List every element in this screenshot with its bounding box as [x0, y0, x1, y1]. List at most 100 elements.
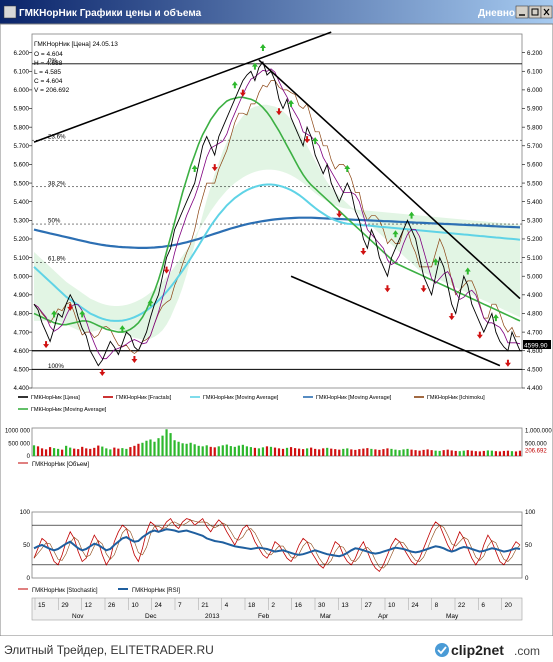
volume-ytick-label-left: 1000 000: [5, 429, 31, 435]
volume-bar: [65, 445, 68, 456]
volume-ytick-label-right: 500.000: [525, 441, 547, 447]
fib-level-label: 100%: [48, 363, 64, 370]
fractal-up-arrow: [147, 299, 154, 307]
price-ytick-label-left: 4.700: [14, 329, 30, 336]
volume-bar: [269, 446, 273, 456]
month-label: Dec: [145, 613, 157, 620]
oscillator-panel: 100 100 50 50 0 0: [20, 509, 536, 582]
volume-current-tag: [523, 446, 549, 455]
volume-bar: [482, 450, 485, 456]
fractal-down-arrow: [43, 341, 50, 349]
date-tick-label: 26: [108, 602, 116, 609]
close-icon: [543, 8, 550, 16]
price-ytick-label-right: 5.600: [527, 162, 543, 169]
volume-bar: [193, 444, 196, 456]
clip2net-brand: clip2net: [451, 642, 504, 658]
trendline: [33, 31, 332, 143]
volume-bar: [354, 449, 357, 456]
volume-bar: [386, 448, 389, 456]
volume-bar: [277, 448, 281, 456]
price-ytick-label-left: 5.400: [14, 199, 30, 206]
fractal-up-arrow: [191, 165, 198, 173]
volume-bar: [173, 440, 176, 456]
volume-bar: [470, 450, 473, 456]
volume-bar: [133, 445, 136, 456]
close-button[interactable]: [540, 5, 553, 19]
volume-bar: [137, 443, 140, 456]
volume-panel: 1.000.000 500.000 1000 000 500 000 0 206.692: [5, 427, 552, 460]
volume-bar: [89, 448, 92, 456]
date-axis-bar: [31, 597, 523, 621]
legend-label: ГМКНорНик [Moving Average]: [316, 395, 392, 401]
volume-bar: [129, 447, 132, 456]
volume-bar: [474, 451, 477, 456]
ichimoku-line: [33, 80, 520, 354]
price-ytick-label-left: 5.100: [14, 255, 30, 262]
fractal-up-arrow: [408, 211, 415, 219]
month-label: May: [446, 613, 459, 620]
volume-bar: [105, 448, 108, 456]
fractal-up-arrow: [344, 165, 351, 173]
date-tick-label: 29: [61, 602, 69, 609]
volume-bar: [510, 451, 514, 456]
volume-bar: [165, 429, 168, 456]
volume-bar: [237, 445, 240, 456]
fractal-up-arrow: [231, 81, 238, 89]
volume-bar: [366, 448, 369, 456]
volume-bar: [410, 449, 413, 456]
minimize-button[interactable]: [515, 5, 529, 19]
volume-bar: [169, 433, 172, 456]
fractal-up-arrow: [288, 99, 295, 107]
volume-ytick-label-left: 500 000: [8, 441, 30, 447]
price-ytick-label-right: 4.900: [527, 292, 543, 299]
volume-bar: [209, 446, 212, 456]
volume-bar: [406, 448, 409, 456]
volume-bar: [414, 450, 417, 456]
month-label: Nov: [72, 613, 84, 620]
volume-legend: ГМКНорНик [Объем]: [18, 462, 89, 468]
stochastic-signal-line: [33, 519, 521, 569]
period-label: Дневной: [478, 8, 521, 19]
volume-bar: [197, 445, 200, 456]
volume-bar: [442, 450, 445, 456]
price-high: H = 4.688: [34, 60, 63, 67]
maximize-button[interactable]: [528, 5, 542, 19]
volume-bar: [382, 449, 385, 456]
price-ytick-label-right: 5.100: [527, 255, 543, 262]
price-info-box: ГМКНорНик [Цена] 24.05.13 O = 4.604 H = …: [34, 41, 118, 94]
oscillator-plot-area: [31, 511, 523, 579]
fractal-up-arrow: [79, 310, 86, 318]
date-tick-label: 10: [131, 602, 139, 609]
volume-bar: [318, 449, 321, 456]
fib-level-label: 23.6%: [48, 134, 66, 141]
date-tick-label: 4: [225, 602, 229, 609]
fractal-down-arrow: [67, 303, 74, 311]
fractal-up-arrow: [259, 43, 266, 51]
price-ytick-label-right: 5.700: [527, 143, 543, 150]
date-tick-label: 12: [85, 602, 93, 609]
volume-bar: [458, 451, 461, 456]
fractal-up-arrow: [464, 267, 471, 275]
stochastic-legend-label: ГМКНорНик [Stochastic]: [32, 588, 98, 594]
volume-bar: [302, 449, 305, 456]
volume-bar: [145, 440, 148, 456]
oscillator-ytick-label-right: 0: [525, 575, 529, 582]
month-label: 2013: [205, 613, 220, 620]
fractal-up-arrow: [119, 325, 126, 333]
volume-bar: [330, 448, 333, 456]
oscillator-legend: ГМКНорНик [Stochastic] ГМКНорНик [RSI]: [18, 588, 180, 594]
date-tick-label: 27: [365, 602, 373, 609]
volume-bar: [101, 446, 104, 456]
volume-bar: [362, 448, 365, 456]
fractal-down-arrow: [131, 356, 138, 364]
footer-source: Элитный Трейдер, ELITETRADER.RU: [4, 643, 214, 657]
date-tick-label: 22: [458, 602, 466, 609]
volume-bar: [121, 448, 124, 456]
price-ytick-label-left: 5.800: [14, 124, 30, 131]
date-tick-label: 24: [155, 602, 163, 609]
date-tick-label: 21: [201, 602, 209, 609]
price-open: O = 4.604: [34, 51, 63, 58]
price-ytick-label-left: 6.000: [14, 87, 30, 94]
volume-bar: [245, 446, 248, 456]
